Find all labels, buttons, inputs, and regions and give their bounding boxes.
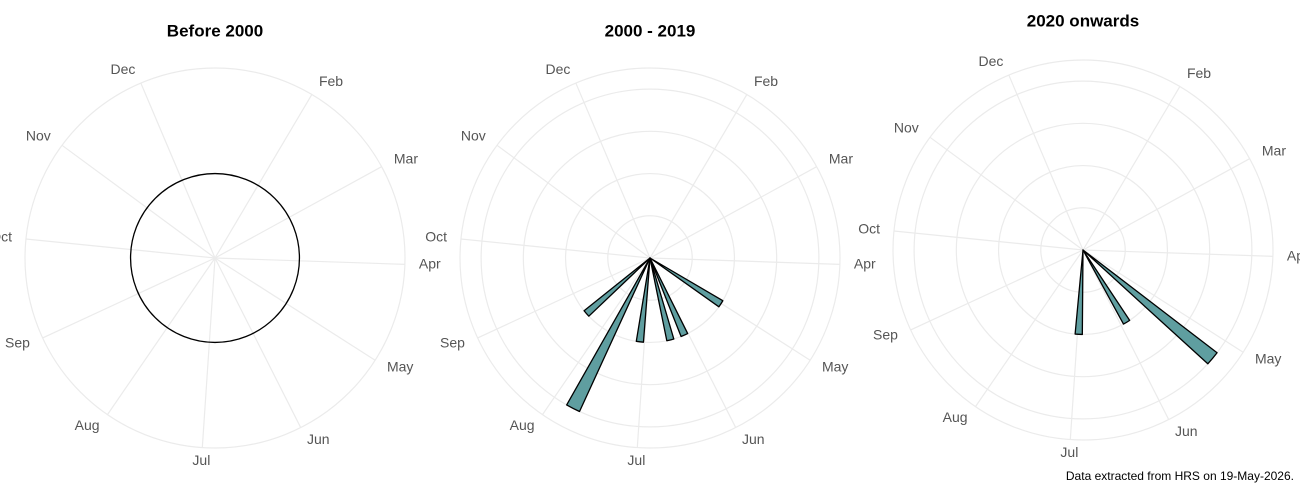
grid-spoke [214, 94, 313, 259]
grid-spoke [214, 257, 302, 428]
grid-ring [955, 122, 1211, 378]
x-tick-label: Feb [319, 73, 343, 89]
grid-spoke [1082, 249, 1170, 420]
bar [1074, 249, 1084, 336]
bar [635, 257, 651, 343]
grid-spoke [106, 257, 216, 415]
x-tick-label: May [387, 358, 413, 374]
grid-spoke [1082, 86, 1181, 251]
grid-spoke [477, 257, 651, 339]
chart-title: 2020 onwards [1027, 11, 1139, 30]
grid-spoke [1008, 74, 1084, 251]
grid-spoke [214, 257, 376, 361]
x-tick-label: Aug [943, 409, 968, 425]
x-tick-label: Mar [394, 151, 418, 167]
x-tick-label: Dec [110, 61, 135, 77]
x-tick-label: Jul [1060, 444, 1078, 460]
grid-spoke [910, 249, 1084, 331]
outer-ring [892, 59, 1274, 441]
grid-spoke [61, 144, 216, 259]
polar-panel: Feb Mar Apr May Jun Jul Aug Sep Oct Nov Dec Before … [0, 21, 441, 468]
bar [129, 172, 301, 344]
bar [649, 257, 689, 338]
chart-title: 2000 - 2019 [605, 21, 696, 40]
x-tick-label: Nov [461, 128, 486, 144]
bar [649, 257, 675, 342]
x-tick-label: Apr [854, 256, 876, 272]
x-tick-label: Jul [192, 452, 210, 468]
x-tick-label: Jun [307, 431, 330, 447]
x-tick-label: Aug [75, 417, 100, 433]
grid-spoke [1082, 158, 1250, 251]
grid-spoke [1082, 249, 1273, 257]
x-tick-label: Jun [742, 431, 765, 447]
bar [649, 257, 724, 308]
bar [1082, 249, 1218, 365]
x-tick-label: Nov [894, 120, 919, 136]
outer-ring [24, 67, 406, 449]
bar [1082, 249, 1131, 325]
grid-spoke [42, 257, 216, 339]
x-tick-label: Nov [26, 128, 51, 144]
chart-title: Before 2000 [167, 21, 263, 40]
grid-ring [480, 88, 820, 428]
x-tick-label: May [822, 358, 848, 374]
grid-spoke [929, 136, 1084, 251]
grid-spoke [1082, 249, 1244, 353]
x-tick-label: Dec [545, 61, 570, 77]
x-tick-label: Feb [754, 73, 778, 89]
grid-ring [997, 164, 1169, 336]
grid-spoke [201, 257, 216, 448]
x-tick-label: Sep [440, 335, 465, 351]
grid-ring [564, 172, 736, 344]
grid-spoke [649, 257, 840, 265]
x-tick-label: May [1255, 350, 1281, 366]
grid-spoke [25, 238, 216, 259]
x-tick-label: Jul [627, 452, 645, 468]
bar [583, 257, 651, 317]
grid-spoke [541, 257, 651, 415]
caption: Data extracted from HRS on 19-May-2026. [1066, 469, 1294, 483]
x-tick-label: Sep [873, 327, 898, 343]
outer-ring [459, 67, 841, 449]
grid-ring [913, 80, 1253, 420]
x-tick-label: Feb [1187, 65, 1211, 81]
x-tick-label: Mar [1262, 143, 1286, 159]
x-tick-label: Oct [0, 228, 12, 244]
grid-spoke [893, 230, 1084, 251]
x-tick-label: Sep [5, 335, 30, 351]
polar-panel: Feb Mar Apr May Jun Jul Aug Sep Oct Nov Dec 2000 - … [425, 21, 876, 468]
x-tick-label: Aug [510, 417, 535, 433]
grid-spoke [496, 144, 651, 259]
grid-spoke [214, 166, 382, 259]
x-tick-label: Mar [829, 151, 853, 167]
grid-ring [607, 215, 693, 301]
grid-ring [522, 130, 778, 386]
grid-spoke [460, 238, 651, 259]
x-tick-label: Apr [1287, 248, 1300, 264]
bar [566, 257, 651, 413]
polar-panel: Feb Mar Apr May Jun Jul Aug Sep Oct Nov Dec 2020 on… [858, 11, 1300, 460]
grid-spoke [649, 166, 817, 259]
x-tick-label: Oct [425, 228, 447, 244]
grid-spoke [214, 257, 405, 265]
grid-spoke [140, 82, 216, 259]
grid-spoke [649, 94, 748, 259]
x-tick-label: Apr [419, 256, 441, 272]
x-tick-label: Jun [1175, 423, 1198, 439]
x-tick-label: Dec [978, 53, 1003, 69]
grid-spoke [575, 82, 651, 259]
grid-spoke [974, 249, 1084, 407]
x-tick-label: Oct [858, 220, 880, 236]
